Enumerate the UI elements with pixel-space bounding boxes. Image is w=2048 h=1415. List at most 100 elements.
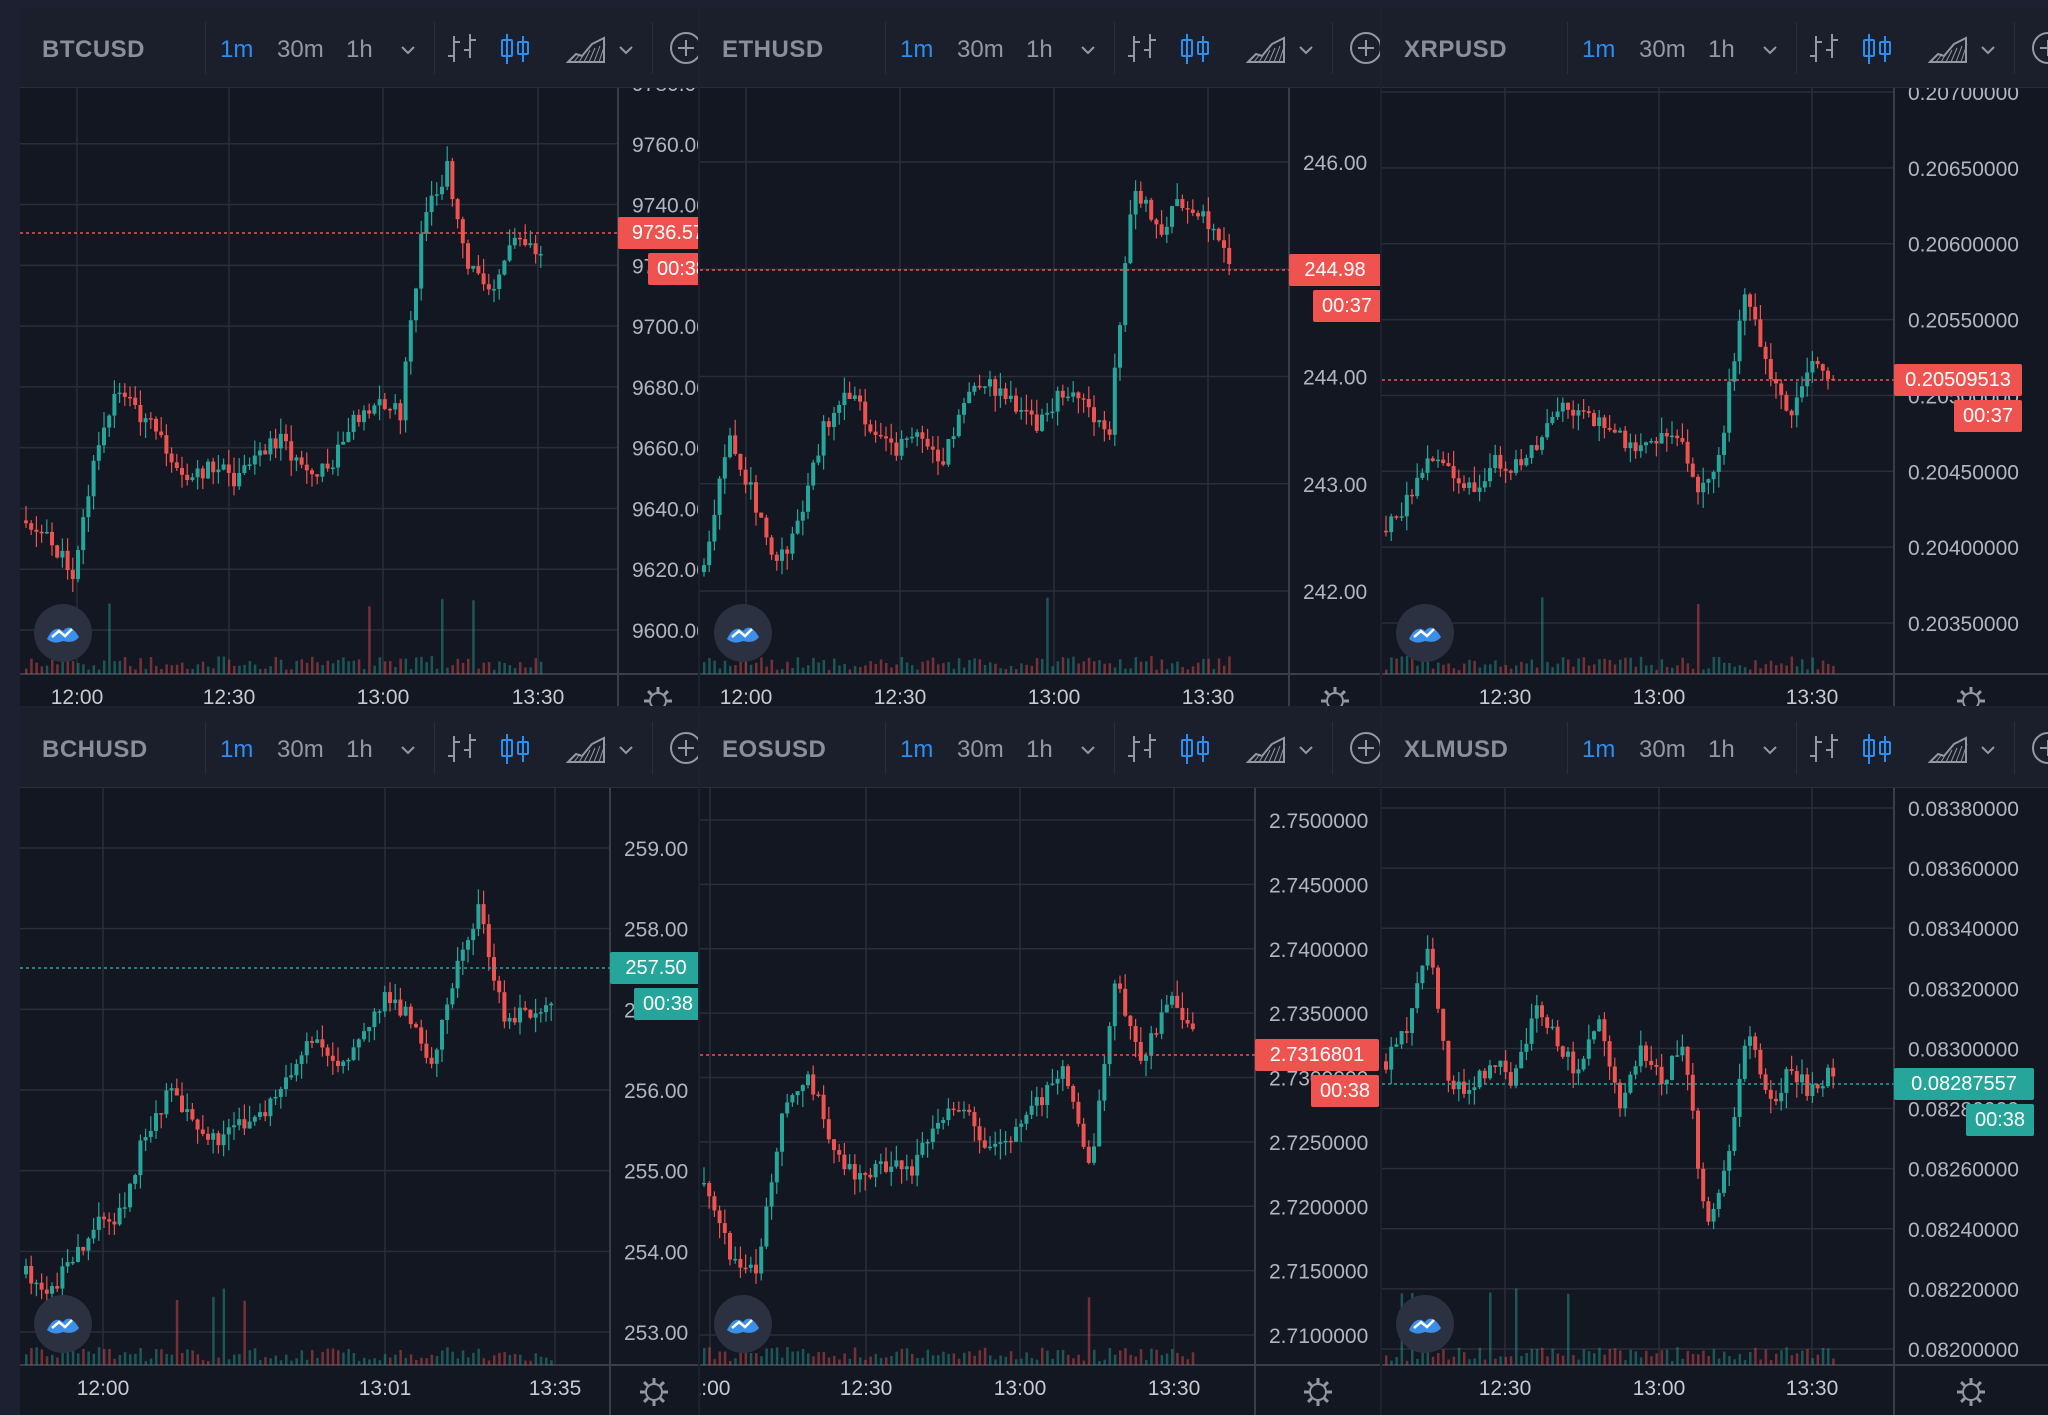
timeframe-30m[interactable]: 30m [277,736,324,763]
chevron-down-icon[interactable] [1296,732,1316,766]
bar-style-icon[interactable] [1806,32,1846,66]
add-icon[interactable] [2030,30,2048,64]
candle-style-icon[interactable] [496,32,536,66]
chart-canvas[interactable]: 9780.009760.009740.009720.009700.009680.… [20,88,698,706]
candle [393,983,398,1010]
logo-icon[interactable] [1396,604,1454,662]
chart-panel-ethusd[interactable]: ETHUSD 1m 30m 1h 246.00245.00244.00243.00242… [700,8,1380,706]
timeframe-1m[interactable]: 1m [900,736,934,763]
timeframe-1m[interactable]: 1m [220,736,254,763]
bar-style-icon[interactable] [444,32,484,66]
bar-style-icon[interactable] [1806,732,1846,766]
logo-icon[interactable] [714,1295,772,1353]
add-icon[interactable] [668,30,698,64]
bar-style-icon[interactable] [444,732,484,766]
symbol-label[interactable]: BTCUSD [42,36,145,63]
candle [325,448,330,472]
symbol-label[interactable]: EOSUSD [722,736,827,763]
settings-gear-icon[interactable] [1954,684,1988,706]
volume-bar [77,662,80,674]
timeframe-1m[interactable]: 1m [220,36,254,63]
volume-bar [1577,658,1580,674]
settings-gear-icon[interactable] [1301,1375,1335,1409]
area-style-icon[interactable] [566,732,606,766]
area-style-icon[interactable] [1928,732,1968,766]
timeframe-30m[interactable]: 30m [277,36,324,63]
candle-style-icon[interactable] [1858,732,1898,766]
candle [122,1192,127,1219]
timeframe-30m[interactable]: 30m [957,36,1004,63]
bar-style-icon[interactable] [1124,32,1164,66]
chevron-down-icon[interactable] [1078,32,1098,66]
timeframe-1m[interactable]: 1m [1582,36,1616,63]
candle-style-icon[interactable] [1858,32,1898,66]
timeframe-1h[interactable]: 1h [346,736,373,763]
add-icon[interactable] [1348,30,1380,64]
chart-panel-xrpusd[interactable]: XRPUSD 1m 30m 1h 0.20700000 0.20650000 0.20600… [1382,8,2048,706]
chart-panel-btcusd[interactable]: BTCUSD 1m 30m 1h 9780.009760.009740.009720.0… [20,8,698,706]
chevron-down-icon[interactable] [1760,732,1780,766]
chart-panel-xlmusd[interactable]: XLMUSD 1m 30m 1h 0.08380000 0.08360000 0.08340… [1382,708,2048,1415]
chevron-down-icon[interactable] [616,32,636,66]
volume-bar [952,668,956,674]
symbol-label[interactable]: XLMUSD [1404,736,1509,763]
chevron-down-icon[interactable] [1296,32,1316,66]
chevron-down-icon[interactable] [398,32,418,66]
chart-panel-bchusd[interactable]: BCHUSD 1m 30m 1h 259.00258.00257.00256.00255… [20,708,698,1415]
logo-icon[interactable] [34,604,92,662]
chevron-down-icon[interactable] [1078,732,1098,766]
candle-style-icon[interactable] [1176,32,1216,66]
chart-canvas[interactable]: 0.08380000 0.08360000 0.08340000 0.08320000… [1382,788,2048,1415]
add-icon[interactable] [2030,730,2048,764]
timeframe-1h[interactable]: 1h [1026,736,1053,763]
timeframe-1h[interactable]: 1h [1708,36,1735,63]
bar-style-icon[interactable] [1124,732,1164,766]
area-style-icon[interactable] [1928,32,1968,66]
settings-gear-icon[interactable] [1318,684,1352,706]
chevron-down-icon[interactable] [616,732,636,766]
settings-gear-icon[interactable] [641,684,675,706]
volume-bar [1437,1352,1440,1365]
logo-icon[interactable] [1396,1295,1454,1353]
volume-bar [708,658,711,674]
area-style-icon[interactable] [1246,32,1286,66]
logo-icon[interactable] [714,604,772,662]
symbol-label[interactable]: ETHUSD [722,36,824,63]
chevron-down-icon[interactable] [398,732,418,766]
chevron-down-icon[interactable] [1978,32,1998,66]
chevron-down-icon[interactable] [1978,732,1998,766]
timeframe-1h[interactable]: 1h [1708,736,1735,763]
chart-canvas[interactable]: 0.20700000 0.20650000 0.20600000 0.20550000… [1382,88,2048,706]
settings-gear-icon[interactable] [637,1375,671,1409]
volume-bar [1613,664,1617,674]
volume-bar [885,1357,888,1365]
timeframe-30m[interactable]: 30m [957,736,1004,763]
timeframe-30m[interactable]: 30m [1639,36,1686,63]
timeframe-30m[interactable]: 30m [1639,736,1686,763]
candle-style-icon[interactable] [496,732,536,766]
chevron-down-icon[interactable] [1760,32,1780,66]
chart-canvas[interactable]: 259.00258.00257.00256.00255.00254.00253.… [20,788,698,1415]
timeframe-1h[interactable]: 1h [346,36,373,63]
candle [936,1108,940,1135]
symbol-label[interactable]: XRPUSD [1404,36,1508,63]
add-icon[interactable] [1348,730,1380,764]
volume-bar [456,1358,460,1365]
add-icon[interactable] [668,730,698,764]
chart-canvas[interactable]: 2.7500000 2.7450000 2.7400000 2.7350000 2.73… [700,788,1380,1415]
area-style-icon[interactable] [566,32,606,66]
price-tick-label: 255.00 [624,1161,688,1184]
chart-panel-eosusd[interactable]: EOSUSD 1m 30m 1h 2.7500000 2.7450000 2.7400000… [700,708,1380,1415]
logo-icon[interactable] [34,1295,92,1353]
candle-style-icon[interactable] [1176,732,1216,766]
symbol-label[interactable]: BCHUSD [42,736,148,763]
price-tick-label: 0.08380000 [1908,798,2019,821]
settings-gear-icon[interactable] [1954,1375,1988,1409]
timeframe-1m[interactable]: 1m [900,36,934,63]
timeframe-1m[interactable]: 1m [1582,736,1616,763]
area-style-icon[interactable] [1246,732,1286,766]
candle [1550,1019,1555,1031]
volume-bar [123,656,127,674]
timeframe-1h[interactable]: 1h [1026,36,1053,63]
chart-canvas[interactable]: 246.00245.00244.00243.00242.0012:0012:30… [700,88,1380,706]
